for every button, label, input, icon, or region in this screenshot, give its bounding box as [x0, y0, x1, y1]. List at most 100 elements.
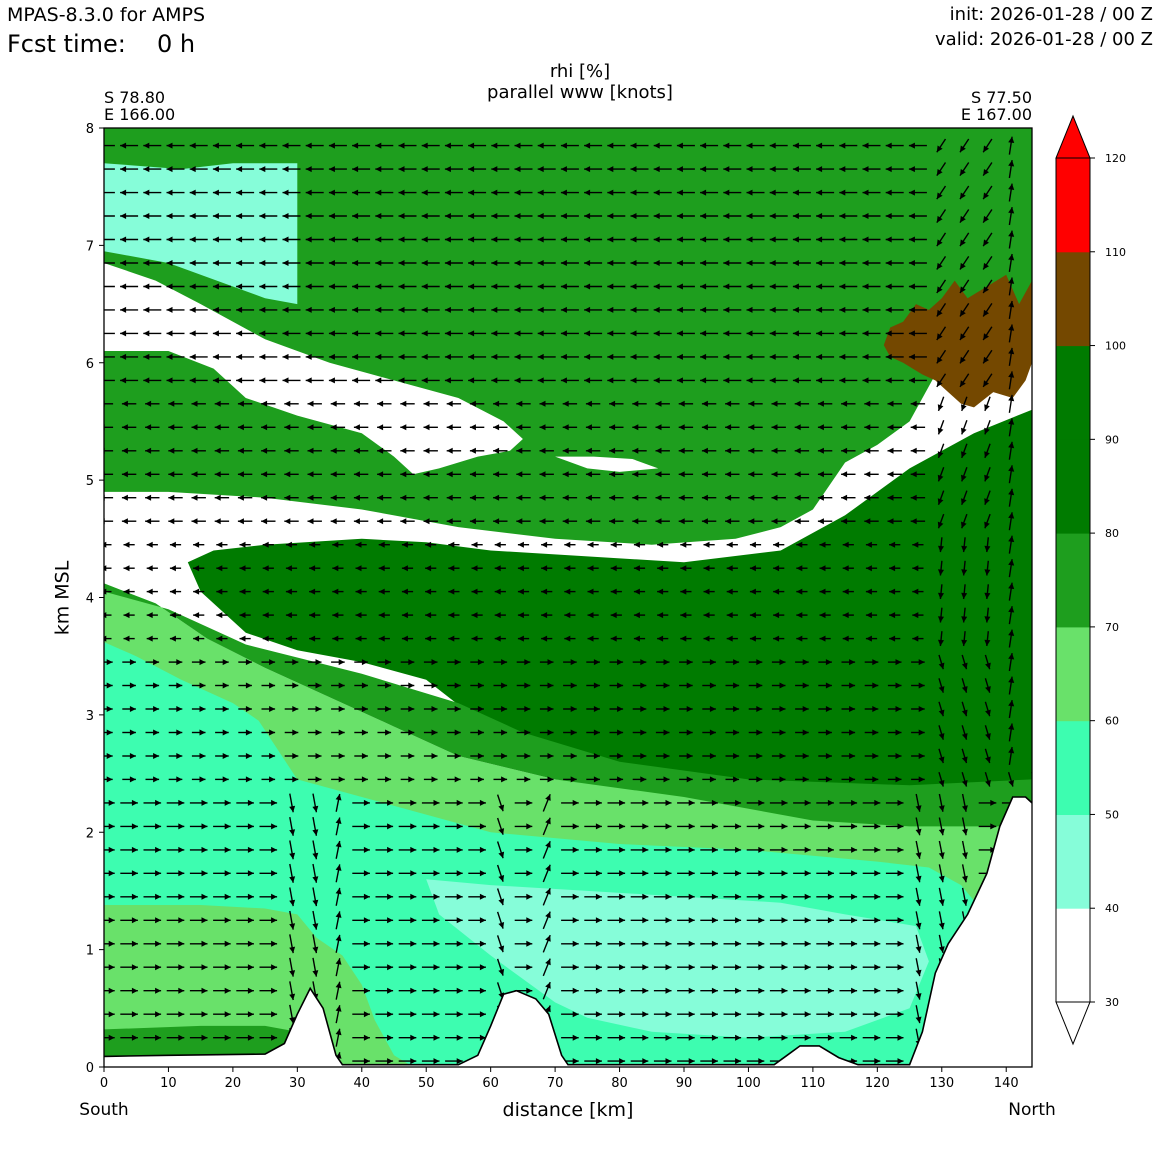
colorbar-tick-label: 100: [1105, 340, 1126, 353]
wind-vector: [143, 917, 162, 924]
wind-vector: [584, 166, 603, 173]
wind-vector: [353, 447, 369, 454]
wind-vector: [496, 958, 505, 976]
wind-vector: [793, 823, 811, 830]
wind-vector: [936, 185, 947, 200]
wind-vector: [471, 612, 483, 619]
wind-vector: [104, 565, 112, 572]
wind-vector: [236, 283, 255, 290]
wind-vector: [609, 518, 624, 525]
wind-vector: [421, 1058, 440, 1065]
wind-vector: [700, 893, 718, 900]
wind-vector: [816, 1011, 834, 1018]
wind-vector: [446, 400, 462, 407]
wind-vector: [120, 330, 139, 337]
wind-vector: [282, 306, 301, 313]
wind-vector: [959, 232, 970, 247]
wind-vector: [104, 356, 115, 358]
wind-vector: [189, 846, 208, 853]
wind-vector: [561, 846, 579, 853]
wind-vector: [146, 588, 158, 595]
wind-vector: [908, 353, 927, 360]
wind-vector: [213, 917, 231, 924]
wind-vector: [284, 682, 299, 689]
wind-vector: [312, 887, 319, 907]
wind-vector: [816, 330, 835, 337]
wind-vector: [447, 659, 461, 666]
wind-vector: [676, 306, 695, 313]
wind-vector: [984, 466, 991, 482]
wind-vector: [817, 518, 833, 525]
wind-vector: [864, 682, 879, 689]
wind-vector: [887, 471, 902, 478]
wind-vector: [862, 1011, 881, 1018]
wind-vector: [448, 612, 460, 619]
wind-vector: [398, 142, 417, 149]
fcst-value: 0 h: [157, 30, 196, 58]
wind-vector: [447, 706, 461, 712]
wind-vector: [146, 565, 158, 572]
x-tick-label: 90: [676, 1076, 693, 1091]
wind-vector: [862, 213, 881, 219]
wind-vector: [771, 682, 786, 689]
wind-vector: [630, 1034, 649, 1041]
wind-vector: [700, 142, 719, 149]
wind-vector: [912, 541, 924, 548]
wind-vector: [794, 400, 810, 407]
wind-vector: [676, 353, 695, 360]
wind-vector: [400, 706, 415, 712]
wind-vector: [446, 471, 462, 478]
wind-vector: [746, 283, 765, 290]
wind-vector: [104, 262, 115, 264]
wind-vector: [446, 494, 462, 501]
wind-vector: [514, 940, 533, 947]
wind-vector: [607, 846, 626, 853]
wind-vector: [145, 706, 160, 712]
wind-vector: [493, 494, 508, 501]
wind-vector: [289, 793, 296, 813]
wind-vector: [469, 424, 485, 431]
wind-vector: [236, 870, 254, 877]
wind-vector: [653, 353, 672, 360]
wind-vector: [166, 870, 185, 877]
wind-vector: [984, 396, 991, 412]
wind-vector: [352, 260, 371, 266]
wind-vector: [609, 471, 624, 478]
wind-vector: [584, 189, 603, 196]
wind-vector: [259, 353, 278, 360]
wind-vector: [771, 400, 786, 407]
wind-vector: [328, 283, 347, 290]
wind-vector: [494, 612, 506, 619]
wind-vector: [398, 306, 417, 313]
wind-vector: [331, 682, 345, 689]
wind-vector: [796, 612, 808, 619]
wind-vector: [633, 612, 646, 619]
wind-vector: [375, 189, 394, 196]
wind-vector: [746, 799, 765, 806]
wind-vector: [166, 377, 185, 384]
wind-vector: [816, 213, 835, 219]
wind-vector: [725, 706, 740, 712]
wind-vector: [237, 471, 253, 478]
x-tick-label: 110: [800, 1076, 825, 1091]
wind-vector: [912, 588, 924, 595]
y-tick-label: 7: [86, 239, 94, 254]
wind-vector: [561, 1034, 579, 1041]
wind-vector: [335, 887, 342, 906]
wind-vector: [445, 1034, 463, 1041]
wind-vector: [700, 964, 718, 971]
wind-vector: [541, 588, 553, 595]
wind-vector: [607, 236, 626, 243]
wind-vector: [1008, 347, 1015, 366]
wind-vector: [352, 166, 371, 173]
wind-vector: [120, 987, 138, 994]
wind-vector: [700, 870, 718, 877]
wind-vector: [653, 142, 672, 149]
wind-vector: [354, 753, 368, 759]
wind-vector: [885, 236, 904, 243]
wind-vector: [401, 541, 414, 548]
wind-vector: [421, 283, 440, 290]
wind-vector: [1008, 699, 1015, 719]
wind-vector: [493, 424, 508, 431]
wind-vector: [746, 917, 765, 924]
